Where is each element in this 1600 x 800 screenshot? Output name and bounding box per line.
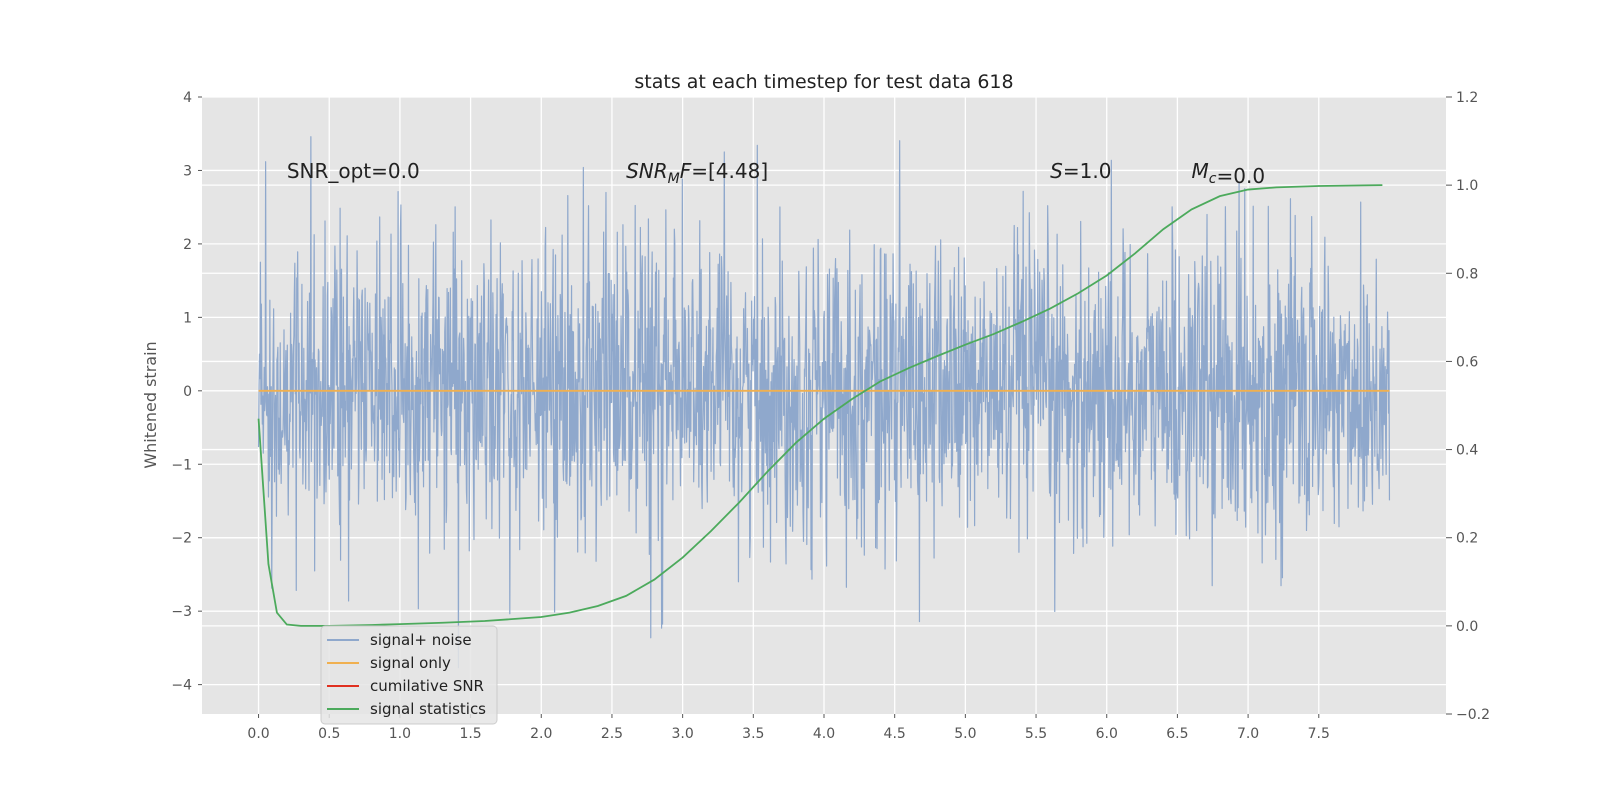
x-tick-label: 0.0 [247,726,269,742]
x-tick-label: 1.0 [389,726,411,742]
y-tick-label: 3 [183,163,192,179]
y-tick-label: −3 [171,604,192,620]
y-tick-label: 2 [183,237,192,253]
y-axis-label: Whitened strain [141,341,160,468]
legend-label: signal only [370,654,451,672]
annotation: SNRMF=[4.48] [626,159,768,187]
x-tick-label: 0.5 [318,726,340,742]
y2-tick-label: 0.2 [1456,531,1478,547]
annotation: Mc=0.0 [1192,159,1266,188]
x-tick-label: 4.5 [884,726,906,742]
y2-tick-label: 0.6 [1456,354,1478,370]
annotation: S=1.0 [1050,159,1111,183]
x-tick-label: 4.0 [813,726,835,742]
y2-tick-label: 0.8 [1456,266,1478,282]
x-tick-label: 1.5 [459,726,481,742]
line-series [257,184,1390,627]
signal-noise-line [257,136,1391,669]
y-tick-label: −4 [171,678,192,694]
x-tick-label: 7.5 [1308,726,1330,742]
annotation: SNR_opt=0.0 [287,159,420,183]
signal-noise-series [257,136,1391,669]
signal-statistics-line [257,184,1383,627]
legend-label: signal statistics [370,700,486,718]
x-tick-label: 2.0 [530,726,552,742]
y2-tick-label: 0.4 [1456,443,1478,459]
y2-tick-label: −0.2 [1456,707,1490,723]
y-tick-label: 0 [183,384,192,400]
x-tick-label: 7.0 [1237,726,1259,742]
y-tick-label: −1 [171,457,192,473]
legend-box [320,625,498,725]
y2-tick-label: 0.0 [1456,619,1478,635]
x-tick-label: 6.5 [1166,726,1188,742]
legend-label: signal+ noise [370,631,472,649]
x-tick-label: 2.5 [601,726,623,742]
x-tick-label: 6.0 [1096,726,1118,742]
x-tick-label: 3.5 [742,726,764,742]
legend: signal+ noise signal only cumilative SNR si… [320,625,498,725]
chart-title: stats at each timestep for test data 618 [634,71,1013,93]
y-tick-label: 4 [183,90,192,106]
legend-label: cumilative SNR [370,677,484,695]
y-tick-label: −2 [171,531,192,547]
axes: 0.0 0.5 1.0 1.5 2.0 2.5 3.0 3.5 4.0 4.5 5.0 5.5 6.0 6… [171,90,1490,742]
annotations: SNR_opt=0.0 SNRMF=[4.48] S=1.0 Mc=0.0 [287,159,1265,188]
y-tick-label: 1 [183,310,192,326]
x-tick-label: 5.5 [1025,726,1047,742]
x-tick-label: 5.0 [954,726,976,742]
y2-tick-label: 1.0 [1456,178,1478,194]
y2-tick-label: 1.2 [1456,90,1478,106]
x-tick-label: 3.0 [672,726,694,742]
